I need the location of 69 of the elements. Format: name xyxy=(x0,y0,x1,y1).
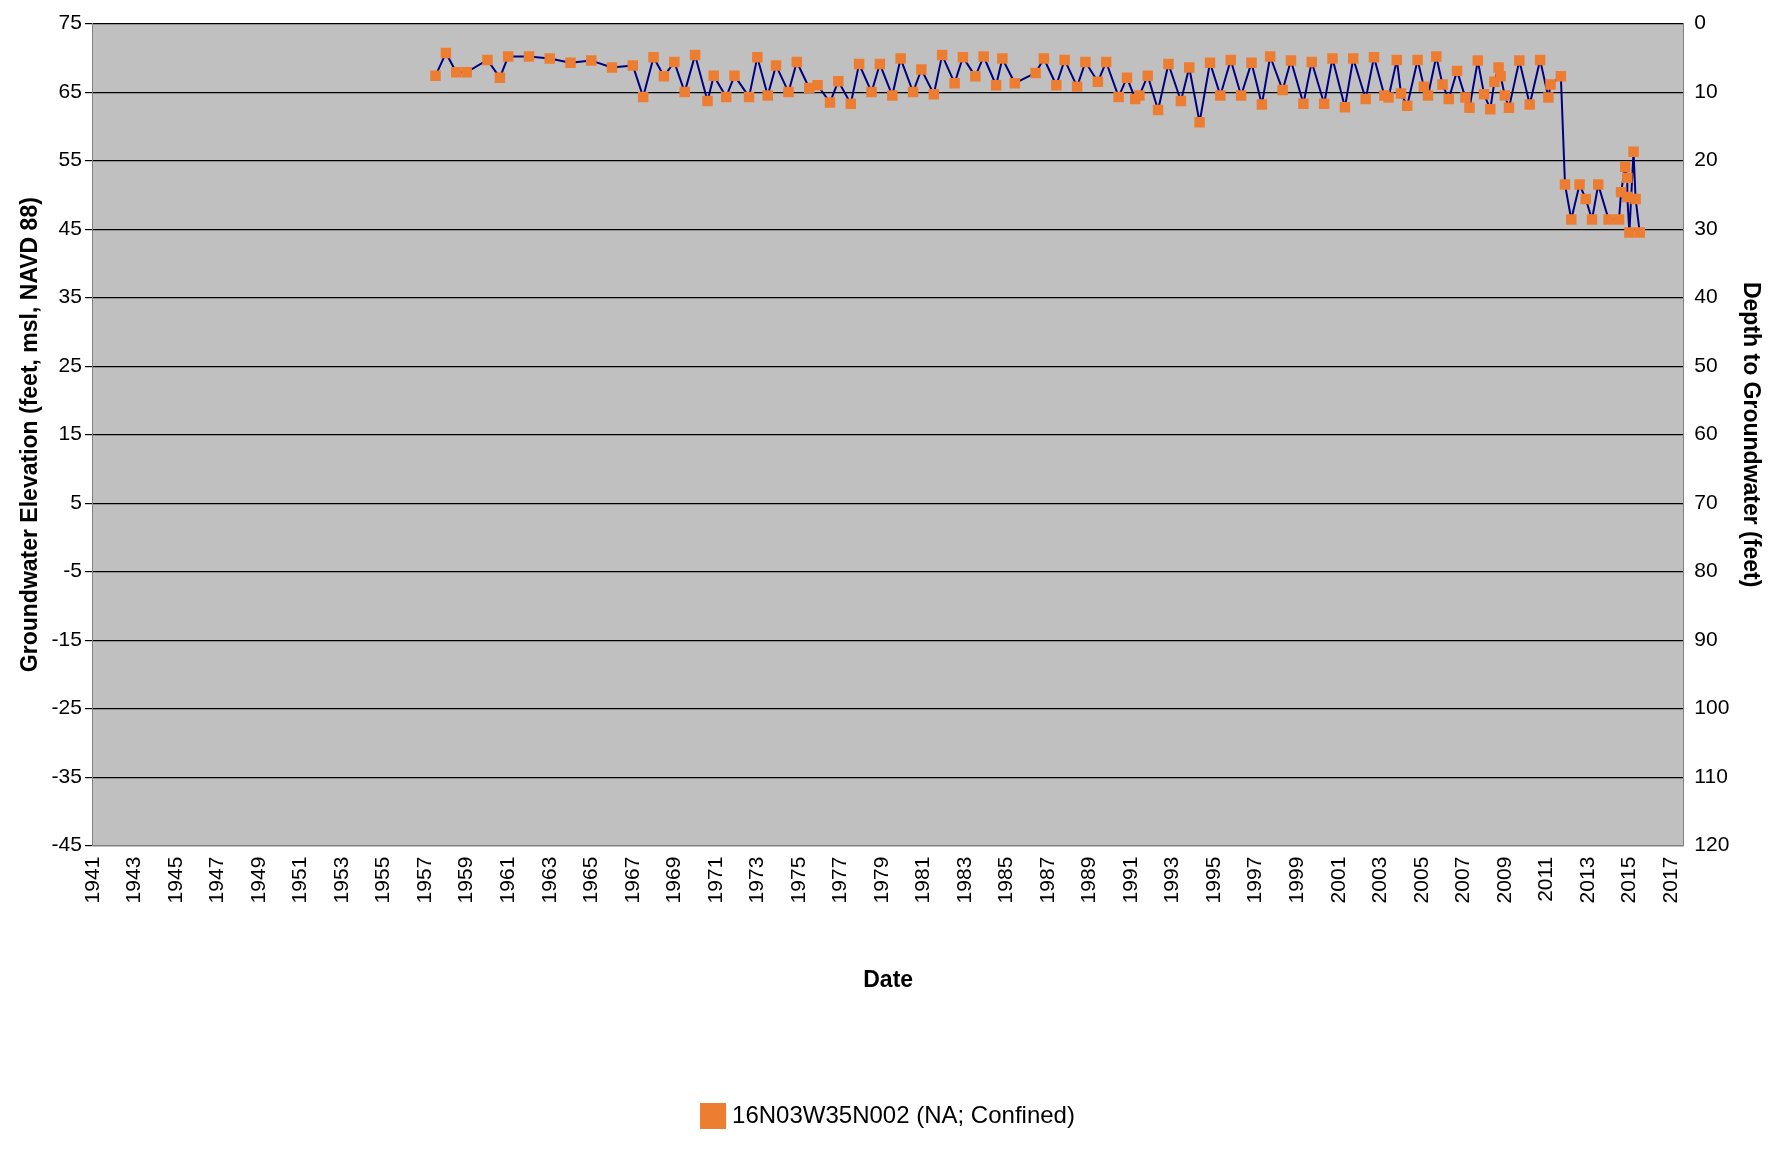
y-tick-label: -35 xyxy=(51,763,82,787)
x-tick-label: 1963 xyxy=(536,856,560,904)
x-tick-label: 1953 xyxy=(328,856,352,904)
x-tick-label: 1999 xyxy=(1283,856,1307,904)
x-tick-label: 1981 xyxy=(910,856,934,904)
y-tick-label: 55 xyxy=(58,147,82,171)
x-tick-label: 2017 xyxy=(1657,856,1681,904)
x-tick-label: 1961 xyxy=(495,856,518,904)
y2-tick-label: 120 xyxy=(1694,832,1730,856)
x-tick-label: 1943 xyxy=(121,856,145,904)
x-tick-label: 1997 xyxy=(1242,856,1266,904)
x-tick-label: 1973 xyxy=(744,856,768,904)
x-tick-label: 1971 xyxy=(702,856,726,904)
x-tick-label: 2005 xyxy=(1408,856,1432,904)
y-tick-label: -25 xyxy=(51,695,82,719)
y2-tick-label: 70 xyxy=(1694,489,1718,513)
x-tick-label: 1979 xyxy=(868,856,892,904)
x-tick-label: 1975 xyxy=(785,856,809,904)
x-tick-label: 1995 xyxy=(1200,856,1224,904)
x-tick-label: 1985 xyxy=(993,856,1017,904)
y2-tick-label: 0 xyxy=(1694,10,1707,34)
x-tick-label: 1955 xyxy=(370,856,394,904)
y-tick-label: -5 xyxy=(63,558,82,582)
x-tick-label: 2007 xyxy=(1450,856,1474,904)
x-tick-label: 2009 xyxy=(1491,856,1515,904)
y-tick-label: 65 xyxy=(58,78,82,102)
x-tick-label: 1977 xyxy=(827,856,851,904)
y-tick-label: 75 xyxy=(58,10,82,34)
y2-tick-label: 50 xyxy=(1694,352,1718,376)
y-tick-label: 15 xyxy=(58,421,82,445)
y-axis-title: Groundwater Elevation (feet, msl, NAVD 88) xyxy=(16,197,43,673)
y2-tick-label: 20 xyxy=(1694,147,1718,171)
x-tick-label: 1991 xyxy=(1117,856,1141,904)
y2-tick-label: 80 xyxy=(1694,558,1718,582)
x-tick-label: 2011 xyxy=(1533,856,1557,902)
y2-tick-label: 60 xyxy=(1694,421,1718,445)
y-tick-label: 45 xyxy=(58,215,82,239)
y2-axis-title: Depth to Groundwater (feet) xyxy=(1738,281,1765,588)
x-axis-title: Date xyxy=(863,965,914,992)
x-tick-label: 1967 xyxy=(619,856,643,904)
legend-label: 16N03W35N002 (NA; Confined) xyxy=(732,1100,1075,1128)
y2-tick-label: 90 xyxy=(1694,626,1718,650)
x-tick-label: 2015 xyxy=(1616,856,1640,904)
y2-tick-label: 10 xyxy=(1694,78,1718,102)
y2-tick-label: 110 xyxy=(1694,763,1728,787)
x-tick-label: 1989 xyxy=(1076,856,1100,904)
x-tick-label: 1951 xyxy=(287,856,311,904)
y2-tick-label: 40 xyxy=(1694,284,1718,308)
x-tick-label: 2001 xyxy=(1325,856,1349,904)
y-tick-label: 5 xyxy=(70,489,82,513)
y-tick-label: 35 xyxy=(58,284,82,308)
y-tick-label: 25 xyxy=(58,352,82,376)
x-tick-label: 1945 xyxy=(162,856,186,904)
x-tick-label: 1941 xyxy=(79,856,103,904)
x-tick-label: 1957 xyxy=(411,856,435,904)
y-tick-label: -45 xyxy=(51,832,82,856)
x-tick-label: 1969 xyxy=(661,856,685,904)
x-tick-label: 1983 xyxy=(951,856,975,904)
x-tick-label: 2003 xyxy=(1367,856,1391,904)
x-tick-label: 1949 xyxy=(245,856,269,904)
x-tick-label: 1993 xyxy=(1159,856,1183,904)
y2-tick-label: 30 xyxy=(1694,215,1718,239)
y-tick-label: -15 xyxy=(51,626,82,650)
x-tick-label: 2013 xyxy=(1574,856,1598,904)
x-tick-label: 1987 xyxy=(1034,856,1058,904)
y2-tick-label: 100 xyxy=(1694,695,1730,719)
x-tick-label: 1959 xyxy=(453,856,477,904)
x-tick-label: 1947 xyxy=(204,856,228,904)
x-tick-label: 1965 xyxy=(578,856,602,904)
